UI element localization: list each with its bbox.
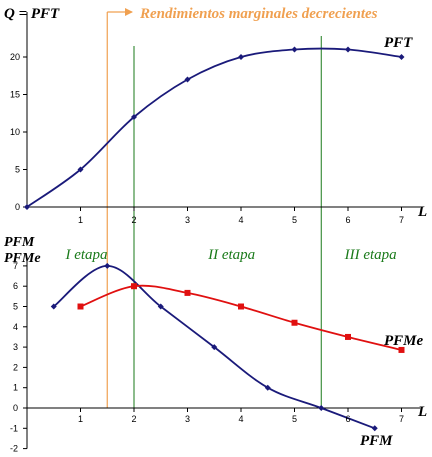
top-y-tick-label: 5 bbox=[15, 165, 20, 175]
top-x-tick-label: 3 bbox=[185, 215, 190, 225]
top-y-tick-label: 10 bbox=[10, 127, 20, 137]
pfme-point bbox=[131, 283, 137, 290]
bottom-x-tick-label: 7 bbox=[399, 414, 404, 424]
pfme-series-label: PFMe bbox=[384, 333, 424, 349]
bottom-x-tick-label: 4 bbox=[238, 414, 243, 424]
stage-label: I etapa bbox=[64, 247, 107, 263]
pfme-point bbox=[77, 303, 84, 310]
pfme-line bbox=[80, 284, 402, 351]
pft-point bbox=[184, 76, 191, 83]
bottom-y-tick-label: 1 bbox=[13, 383, 18, 393]
bottom-y-tick-label: 4 bbox=[13, 322, 18, 332]
bottom-y-tick-label: -1 bbox=[10, 423, 18, 433]
top-y-tick-label: 0 bbox=[15, 202, 20, 212]
labels-layer: 0 5 10 15 20 1 2 3 4 5 6 7 Q = PFT L PFT -2 -1 0 1 2 3 4 5 6 7 1 2… bbox=[4, 6, 427, 454]
pfm-point bbox=[318, 405, 325, 411]
bottom-y-tick-label: 3 bbox=[13, 342, 18, 352]
pfme-point bbox=[345, 333, 351, 340]
top-x-tick-label: 6 bbox=[345, 215, 350, 225]
top-y-tick-label: 15 bbox=[10, 90, 20, 100]
bottom-y-tick-label: 5 bbox=[13, 302, 18, 312]
pft-point bbox=[398, 54, 405, 60]
pfme-point bbox=[398, 346, 405, 353]
pft-series-label: PFT bbox=[384, 35, 413, 51]
pft-line bbox=[26, 47, 402, 208]
bottom-x-tick-label: 1 bbox=[78, 414, 83, 424]
series-layer bbox=[24, 46, 405, 432]
bottom-x-tick-label: 6 bbox=[345, 414, 350, 424]
pfme-point bbox=[291, 319, 298, 326]
bottom-x-tick-label: 5 bbox=[292, 414, 297, 424]
bottom-x-tick-label: 3 bbox=[185, 414, 190, 424]
bottom-y-tick-label: -2 bbox=[10, 444, 18, 454]
pft-point bbox=[131, 114, 137, 120]
bottom-y-tick-label: 7 bbox=[13, 261, 18, 271]
bottom-y-tick-label: 6 bbox=[13, 281, 18, 291]
bottom-y-tick-label: 0 bbox=[13, 403, 18, 413]
top-y-tick-label: 20 bbox=[10, 52, 20, 62]
bottom-y-tick-label: 2 bbox=[13, 362, 18, 372]
pft-point bbox=[77, 166, 84, 173]
pfme-point bbox=[238, 303, 244, 310]
pft-point bbox=[291, 46, 298, 53]
pfm-point bbox=[264, 384, 271, 391]
pfm-point bbox=[50, 303, 57, 310]
top-x-tick-label: 1 bbox=[78, 215, 83, 225]
grid-layer bbox=[106, 8, 322, 408]
axes-layer bbox=[23, 12, 421, 450]
bottom-x-tick-label: 2 bbox=[131, 414, 136, 424]
top-x-tick-label: 4 bbox=[238, 215, 243, 225]
pfme-point bbox=[184, 289, 191, 296]
pft-point bbox=[345, 46, 351, 53]
stage-label: II etapa bbox=[207, 247, 255, 263]
top-x-axis-label: L bbox=[417, 204, 427, 220]
pft-point bbox=[238, 54, 244, 60]
stage-label: III etapa bbox=[344, 247, 397, 263]
top-y-axis-label: Q = PFT bbox=[4, 6, 60, 22]
pfm-point bbox=[157, 303, 164, 310]
top-x-tick-label: 5 bbox=[292, 215, 297, 225]
bottom-y-axis-label-pfm: PFM bbox=[4, 235, 35, 250]
bottom-x-axis-label: L bbox=[417, 404, 427, 420]
pfm-series-label: PFM bbox=[360, 433, 393, 449]
diminishing-returns-label: Rendimientos marginales decrecientes bbox=[139, 6, 378, 22]
pft-point bbox=[24, 204, 30, 210]
bottom-y-axis-label-pfme: PFMe bbox=[4, 251, 41, 266]
pfm-point bbox=[371, 425, 378, 432]
top-x-tick-label: 7 bbox=[399, 215, 404, 225]
pfm-point bbox=[211, 344, 218, 351]
pfm-point bbox=[104, 262, 111, 269]
top-x-tick-label: 2 bbox=[131, 215, 136, 225]
